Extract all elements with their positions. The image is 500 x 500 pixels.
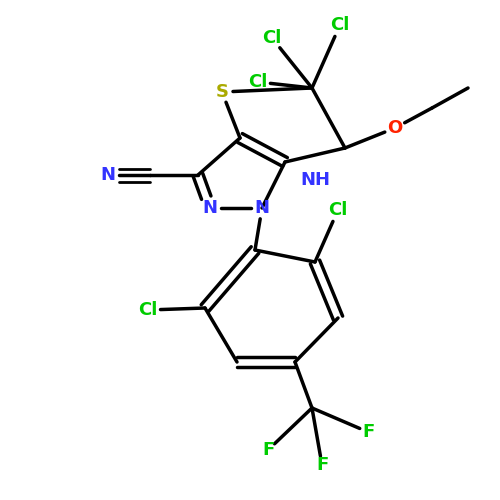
Text: Cl: Cl	[328, 201, 347, 219]
Text: N: N	[202, 199, 218, 217]
Text: Cl: Cl	[262, 29, 281, 47]
Text: F: F	[362, 423, 374, 441]
Text: Cl: Cl	[330, 16, 349, 34]
Text: F: F	[262, 441, 274, 459]
Text: Cl: Cl	[138, 301, 158, 319]
Text: NH: NH	[300, 171, 330, 189]
Text: N: N	[100, 166, 116, 184]
Text: F: F	[316, 456, 328, 474]
Text: O: O	[388, 119, 402, 137]
Text: Cl: Cl	[248, 73, 268, 91]
Text: N: N	[254, 199, 270, 217]
Text: S: S	[216, 83, 228, 101]
